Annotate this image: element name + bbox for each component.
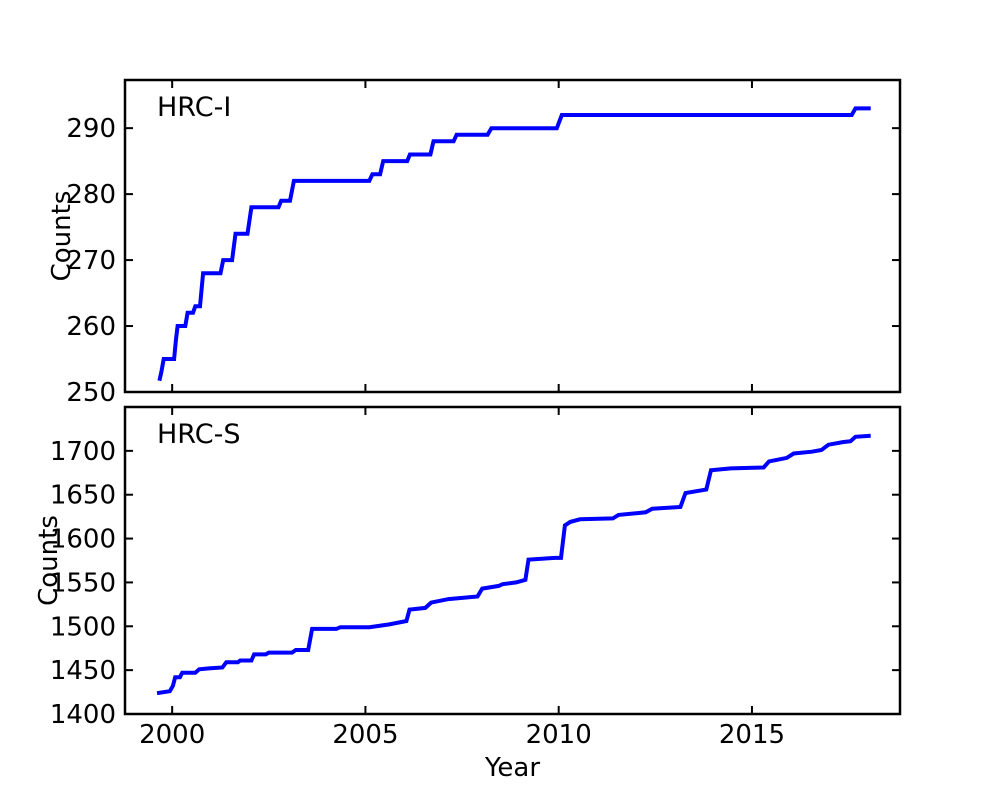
x-tick-label: 2010 xyxy=(526,720,592,750)
x-tick-label: 2015 xyxy=(719,720,785,750)
hrc-s-line xyxy=(156,433,871,696)
y-tick-label: 1550 xyxy=(50,568,116,598)
y-tick-label: 290 xyxy=(66,114,116,144)
y-tick-label: 250 xyxy=(66,378,116,408)
x-axis-label: Year xyxy=(484,753,540,783)
y-axis-label: Counts xyxy=(34,515,64,606)
y-tick-label: 1700 xyxy=(50,437,116,467)
y-tick-label: 1650 xyxy=(50,481,116,511)
y-tick-label: 1450 xyxy=(50,656,116,686)
panel-hrc-s: 1400 1450 1500 1550 1600 1650 1700 2000 2005 2010… xyxy=(34,405,902,750)
panels-group: 250 260 270 280 290 Counts HRC-I 1400 1450 1500 15… xyxy=(34,78,902,750)
axes-border xyxy=(123,78,902,394)
panel-hrc-i: 250 260 270 280 290 Counts HRC-I xyxy=(47,78,902,408)
panel-label: HRC-I xyxy=(157,92,231,123)
y-tick-label: 1500 xyxy=(50,612,116,642)
y-tick-label: 270 xyxy=(66,246,116,276)
y-tick-label: 280 xyxy=(66,180,116,210)
panel-label: HRC-S xyxy=(157,419,240,450)
x-tick-label: 2000 xyxy=(139,720,205,750)
x-tick-label: 2005 xyxy=(332,720,398,750)
hrc-i-line xyxy=(157,106,871,382)
y-tick-label: 260 xyxy=(66,312,116,342)
y-axis-label: Counts xyxy=(47,191,77,282)
y-tick-label: 1600 xyxy=(50,525,116,555)
y-tick-label: 1400 xyxy=(50,700,116,730)
axes-border xyxy=(123,405,902,716)
